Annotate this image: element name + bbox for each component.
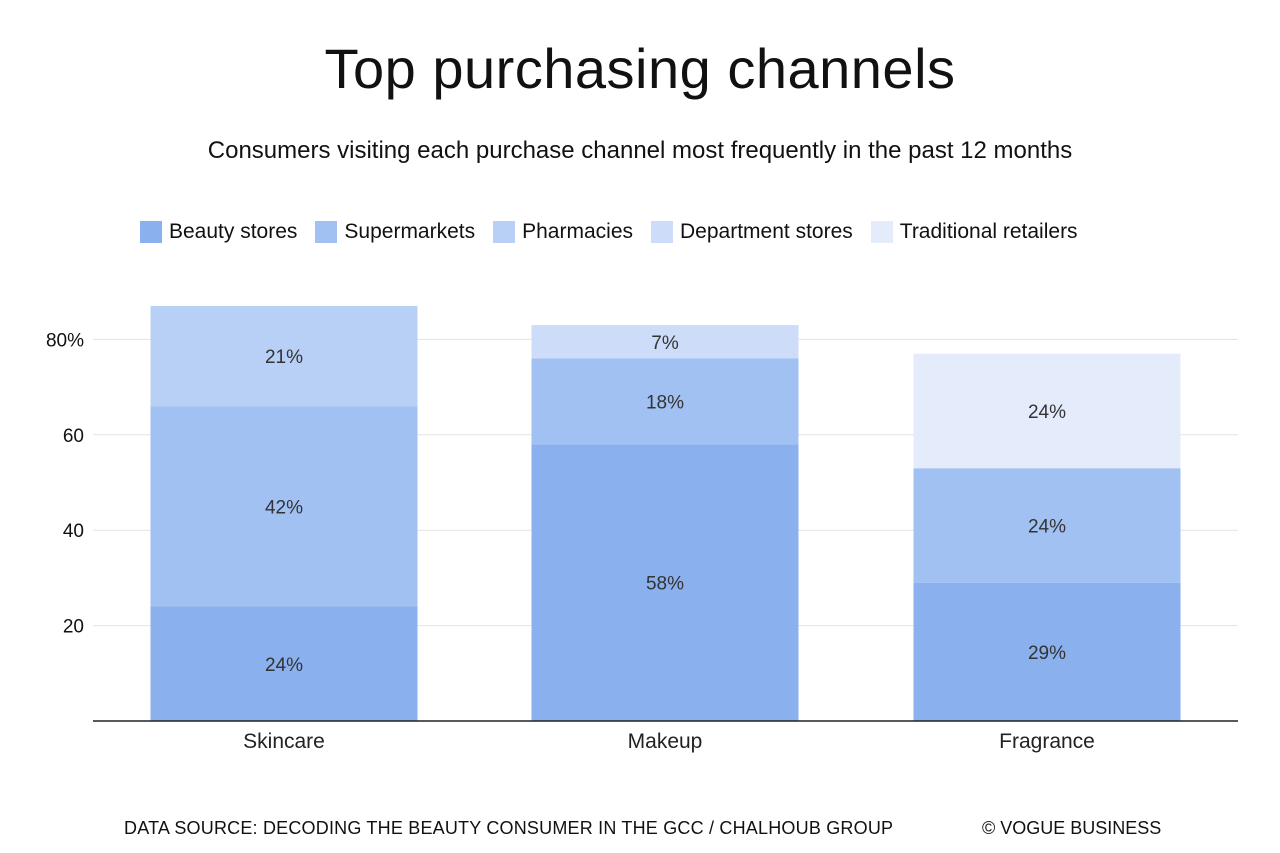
legend-swatch xyxy=(315,221,338,243)
legend-label: Supermarkets xyxy=(344,220,476,243)
legend: Beauty stores Supermarkets Pharmacies Depar… xyxy=(140,220,1096,244)
data-label: 29% xyxy=(1028,643,1066,664)
legend-item: Traditional retailers xyxy=(870,220,1078,244)
data-label: 21% xyxy=(265,347,303,368)
legend-label: Beauty stores xyxy=(169,220,298,243)
y-tick-label: 60 xyxy=(63,426,84,447)
legend-item: Supermarkets xyxy=(315,220,475,244)
copyright-credit: © VOGUE BUSINESS xyxy=(982,818,1162,838)
bar-segment-makeup-supermarkets xyxy=(531,358,799,445)
bar-segment-skincare-pharmacies xyxy=(150,306,418,407)
data-label: 42% xyxy=(265,497,303,518)
bar-segment-fragrance-supermarkets xyxy=(913,468,1181,583)
legend-swatch xyxy=(140,221,162,243)
data-label: 24% xyxy=(1028,516,1066,537)
data-label: 24% xyxy=(1028,402,1066,423)
chart-subtitle: Consumers visiting each purchase channel… xyxy=(207,137,1073,164)
legend-item: Pharmacies xyxy=(493,220,633,244)
bar-segment-makeup-department-stores xyxy=(531,325,799,359)
chart-title: Top purchasing channels xyxy=(324,37,956,100)
legend-item: Beauty stores xyxy=(140,220,297,244)
data-label: 18% xyxy=(646,392,684,413)
bar-segment-makeup-beauty-stores xyxy=(531,444,799,721)
bar-segment-skincare-beauty-stores xyxy=(150,606,418,721)
legend-item: Department stores xyxy=(651,220,853,244)
legend-swatch xyxy=(651,221,674,243)
legend-label: Traditional retailers xyxy=(899,220,1078,243)
x-category-label: Makeup xyxy=(628,730,703,753)
y-tick-label: 80% xyxy=(46,330,84,351)
data-source: DATA SOURCE: DECODING THE BEAUTY CONSUME… xyxy=(124,818,894,838)
bar-segment-fragrance-traditional-retailers xyxy=(913,353,1181,469)
x-category-label: Skincare xyxy=(243,730,325,753)
y-tick-label: 20 xyxy=(63,617,84,638)
x-category-label: Fragrance xyxy=(999,730,1095,753)
legend-label: Department stores xyxy=(680,220,853,243)
y-tick-label: 40 xyxy=(63,521,84,542)
legend-swatch xyxy=(493,221,516,243)
legend-label: Pharmacies xyxy=(522,220,634,243)
bar-segment-skincare-supermarkets xyxy=(150,406,418,607)
data-label: 58% xyxy=(646,574,684,595)
bar-segment-fragrance-beauty-stores xyxy=(913,582,1181,721)
data-label: 7% xyxy=(651,333,679,354)
legend-swatch xyxy=(870,221,893,243)
data-label: 24% xyxy=(265,655,303,676)
